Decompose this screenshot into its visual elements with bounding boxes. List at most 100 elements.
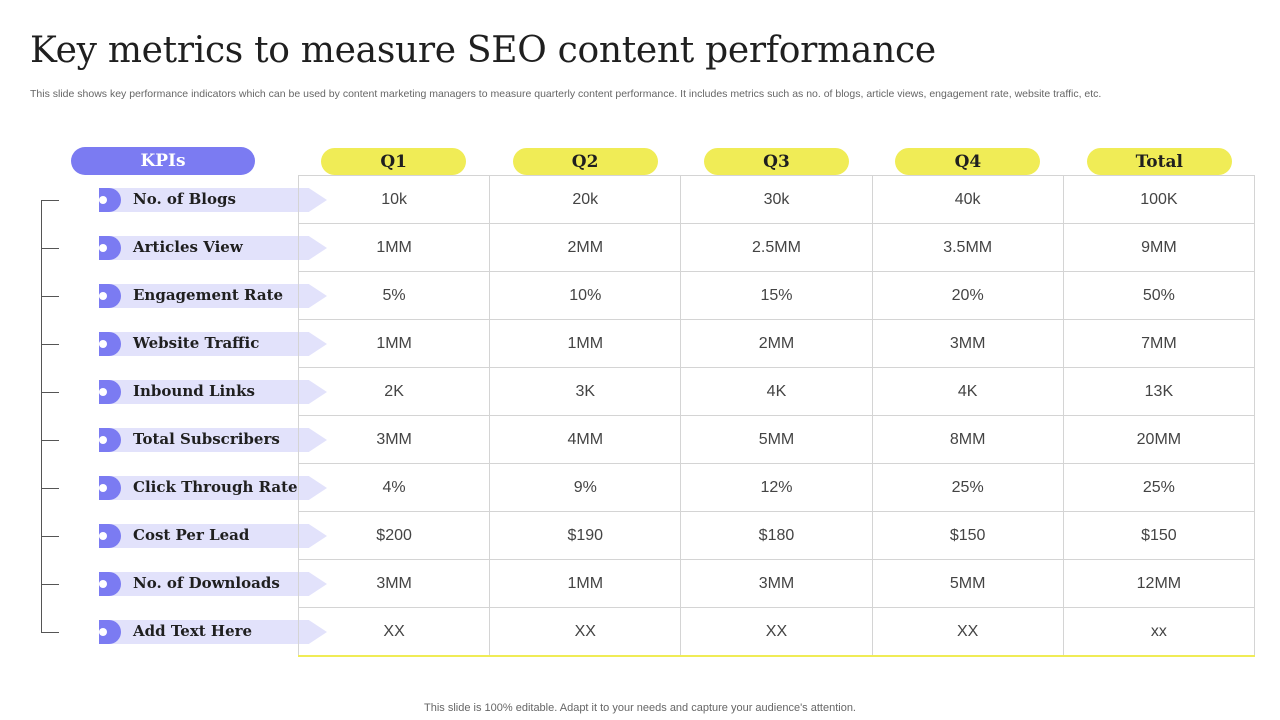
table-row: XX XX XX XX xx xyxy=(297,607,1256,657)
kpi-tab xyxy=(99,332,121,356)
kpi-label-bar xyxy=(99,620,327,644)
table-cell: $150 xyxy=(1062,511,1256,560)
table-row: 3MM 1MM 3MM 5MM 12MM xyxy=(297,559,1256,608)
kpi-connector xyxy=(41,296,59,297)
table-cell: 10% xyxy=(489,271,682,320)
table-cell: 1MM xyxy=(489,319,682,368)
table-cell: XX xyxy=(489,607,682,657)
bullet-dot-icon xyxy=(99,436,107,444)
kpi-tab xyxy=(99,428,121,452)
kpi-label: No. of Blogs xyxy=(133,190,236,208)
kpi-label-bar xyxy=(99,572,327,596)
kpi-connector-line xyxy=(41,200,42,632)
table-cell: 12% xyxy=(680,463,873,512)
table-cell: xx xyxy=(1062,607,1256,657)
table-cell: 3.5MM xyxy=(871,223,1064,272)
kpi-item: Add Text Here xyxy=(41,619,327,645)
table-cell: 25% xyxy=(1062,463,1256,512)
table-cell: 12MM xyxy=(1062,559,1256,608)
table-cell: 4K xyxy=(680,367,873,416)
table-cell: 8MM xyxy=(871,415,1064,464)
kpi-tab xyxy=(99,236,121,260)
kpi-item: Cost Per Lead xyxy=(41,523,327,549)
table-cell: 10k xyxy=(297,175,491,224)
kpi-tab xyxy=(99,188,121,212)
table-cell: 40k xyxy=(871,175,1064,224)
table-cell: 1MM xyxy=(489,559,682,608)
column-header-q2: Q2 xyxy=(512,148,658,175)
kpi-label: Inbound Links xyxy=(133,382,255,400)
kpi-connector xyxy=(41,200,59,201)
table-cell: XX xyxy=(871,607,1064,657)
table-cell: 2MM xyxy=(680,319,873,368)
table-cell: 13K xyxy=(1062,367,1256,416)
footer-note: This slide is 100% editable. Adapt it to… xyxy=(424,702,856,714)
kpi-tab xyxy=(99,572,121,596)
table-cell: XX xyxy=(297,607,491,657)
kpi-label-bar xyxy=(99,332,327,356)
table-row: $200 $190 $180 $150 $150 xyxy=(297,511,1256,560)
table-row: 3MM 4MM 5MM 8MM 20MM xyxy=(297,415,1256,464)
kpi-label-bar xyxy=(99,380,327,404)
table-cell: 7MM xyxy=(1062,319,1256,368)
kpi-label: Articles View xyxy=(133,238,243,256)
kpi-column-header: KPIs xyxy=(71,147,255,175)
kpi-label: Website Traffic xyxy=(133,334,260,352)
table-cell: 4MM xyxy=(489,415,682,464)
bullet-dot-icon xyxy=(99,532,107,540)
kpi-tab xyxy=(99,476,121,500)
kpi-connector xyxy=(41,536,59,537)
kpi-item: Click Through Rate xyxy=(41,475,327,501)
page-subtitle: This slide shows key performance indicat… xyxy=(30,88,1102,100)
table-cell: 1MM xyxy=(297,223,491,272)
table-cell: 50% xyxy=(1062,271,1256,320)
kpi-label-bar xyxy=(99,428,327,452)
table-row: 10k 20k 30k 40k 100K xyxy=(297,175,1256,224)
table-cell: 20% xyxy=(871,271,1064,320)
bullet-dot-icon xyxy=(99,292,107,300)
kpi-item: Inbound Links xyxy=(41,379,327,405)
table-cell: 5MM xyxy=(871,559,1064,608)
table-cell: $150 xyxy=(871,511,1064,560)
table-row: 1MM 2MM 2.5MM 3.5MM 9MM xyxy=(297,223,1256,272)
kpi-item: Website Traffic xyxy=(41,331,327,357)
kpi-label: Total Subscribers xyxy=(133,430,280,448)
kpi-tab xyxy=(99,284,121,308)
column-header-q4: Q4 xyxy=(895,148,1041,175)
table-cell: 100K xyxy=(1062,175,1256,224)
table-cell: 30k xyxy=(680,175,873,224)
kpi-item: No. of Blogs xyxy=(41,187,327,213)
table-cell: 4% xyxy=(297,463,491,512)
kpi-label: Cost Per Lead xyxy=(133,526,250,544)
bullet-dot-icon xyxy=(99,244,107,252)
column-header-q3: Q3 xyxy=(704,148,849,175)
table-cell: 4K xyxy=(871,367,1064,416)
kpi-tab xyxy=(99,380,121,404)
kpi-item: Engagement Rate xyxy=(41,283,327,309)
kpi-connector xyxy=(41,392,59,393)
table-cell: 3K xyxy=(489,367,682,416)
kpi-label-bar xyxy=(99,476,327,500)
kpi-label-bar xyxy=(99,284,327,308)
table-cell: 1MM xyxy=(297,319,491,368)
bullet-dot-icon xyxy=(99,196,107,204)
table-cell: 5% xyxy=(297,271,491,320)
kpi-connector xyxy=(41,248,59,249)
table-cell: 3MM xyxy=(871,319,1064,368)
column-header-q1: Q1 xyxy=(321,148,467,175)
bullet-dot-icon xyxy=(99,388,107,396)
kpi-tab xyxy=(99,524,121,548)
bullet-dot-icon xyxy=(99,628,107,636)
bullet-dot-icon xyxy=(99,484,107,492)
kpi-label-bar xyxy=(99,188,327,212)
table-cell: 3MM xyxy=(297,415,491,464)
table-cell: 5MM xyxy=(680,415,873,464)
table-cell: XX xyxy=(680,607,873,657)
kpi-item: Articles View xyxy=(41,235,327,261)
table-cell: $200 xyxy=(297,511,491,560)
table-cell: 2K xyxy=(297,367,491,416)
table-row: 2K 3K 4K 4K 13K xyxy=(297,367,1256,416)
table-cell: 25% xyxy=(871,463,1064,512)
kpi-connector xyxy=(41,344,59,345)
kpi-item: No. of Downloads xyxy=(41,571,327,597)
